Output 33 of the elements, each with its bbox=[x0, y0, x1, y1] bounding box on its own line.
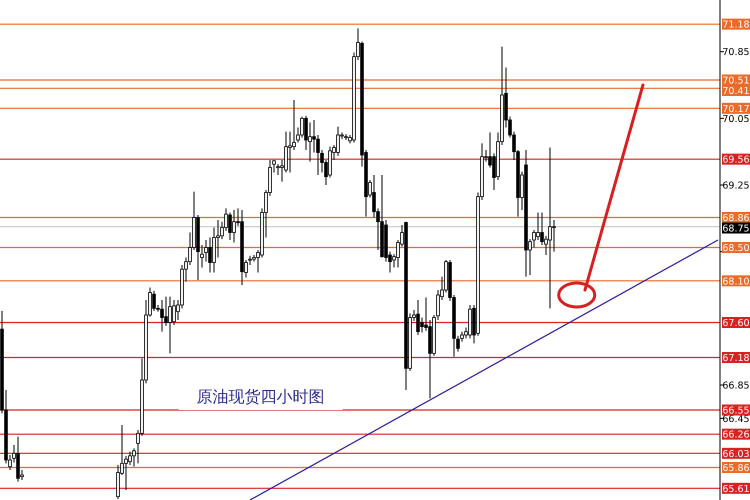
ref-line-label: 66.55 bbox=[722, 406, 750, 416]
ref-line-label: 66.26 bbox=[722, 430, 750, 441]
ref-line-label: 68.75 bbox=[722, 224, 750, 234]
text: 原油现货四小时图 bbox=[196, 387, 325, 406]
ref-line-label: 70.41 bbox=[722, 86, 750, 97]
ref-line-label: 70.17 bbox=[722, 104, 750, 115]
y-tick-label: 70.05 bbox=[722, 114, 750, 125]
candlestick bbox=[536, 212, 540, 240]
candlestick bbox=[552, 220, 556, 252]
ref-line-label: 71.18 bbox=[722, 20, 750, 31]
ref-line-label: 67.18 bbox=[722, 353, 750, 364]
ref-line-label: 68.50 bbox=[722, 243, 750, 254]
ref-line-label: 65.86 bbox=[722, 463, 750, 474]
y-tick-label: 66.85 bbox=[722, 380, 750, 392]
candlestick bbox=[548, 147, 552, 309]
ref-line-label: 68.10 bbox=[722, 276, 750, 288]
candlestick bbox=[228, 212, 232, 240]
ref-line-label: 68.86 bbox=[722, 213, 750, 224]
candlestick bbox=[160, 300, 164, 332]
ref-line-label: 66.03 bbox=[722, 448, 750, 460]
candlestick bbox=[276, 164, 280, 176]
candlestick bbox=[152, 290, 156, 312]
candlestick bbox=[416, 300, 420, 336]
candlestick bbox=[168, 296, 172, 354]
ref-line-label: 65.61 bbox=[722, 484, 750, 495]
ref-line-label: 69.56 bbox=[722, 154, 750, 166]
candlestick bbox=[232, 210, 236, 243]
candlestick bbox=[336, 126, 340, 156]
ref-line-label: 70.51 bbox=[722, 76, 750, 86]
ref-line-label: 67.60 bbox=[722, 318, 750, 329]
y-tick-label: 70.85 bbox=[722, 47, 750, 58]
y-tick-label: 69.25 bbox=[722, 180, 750, 192]
candlestick bbox=[208, 237, 212, 273]
